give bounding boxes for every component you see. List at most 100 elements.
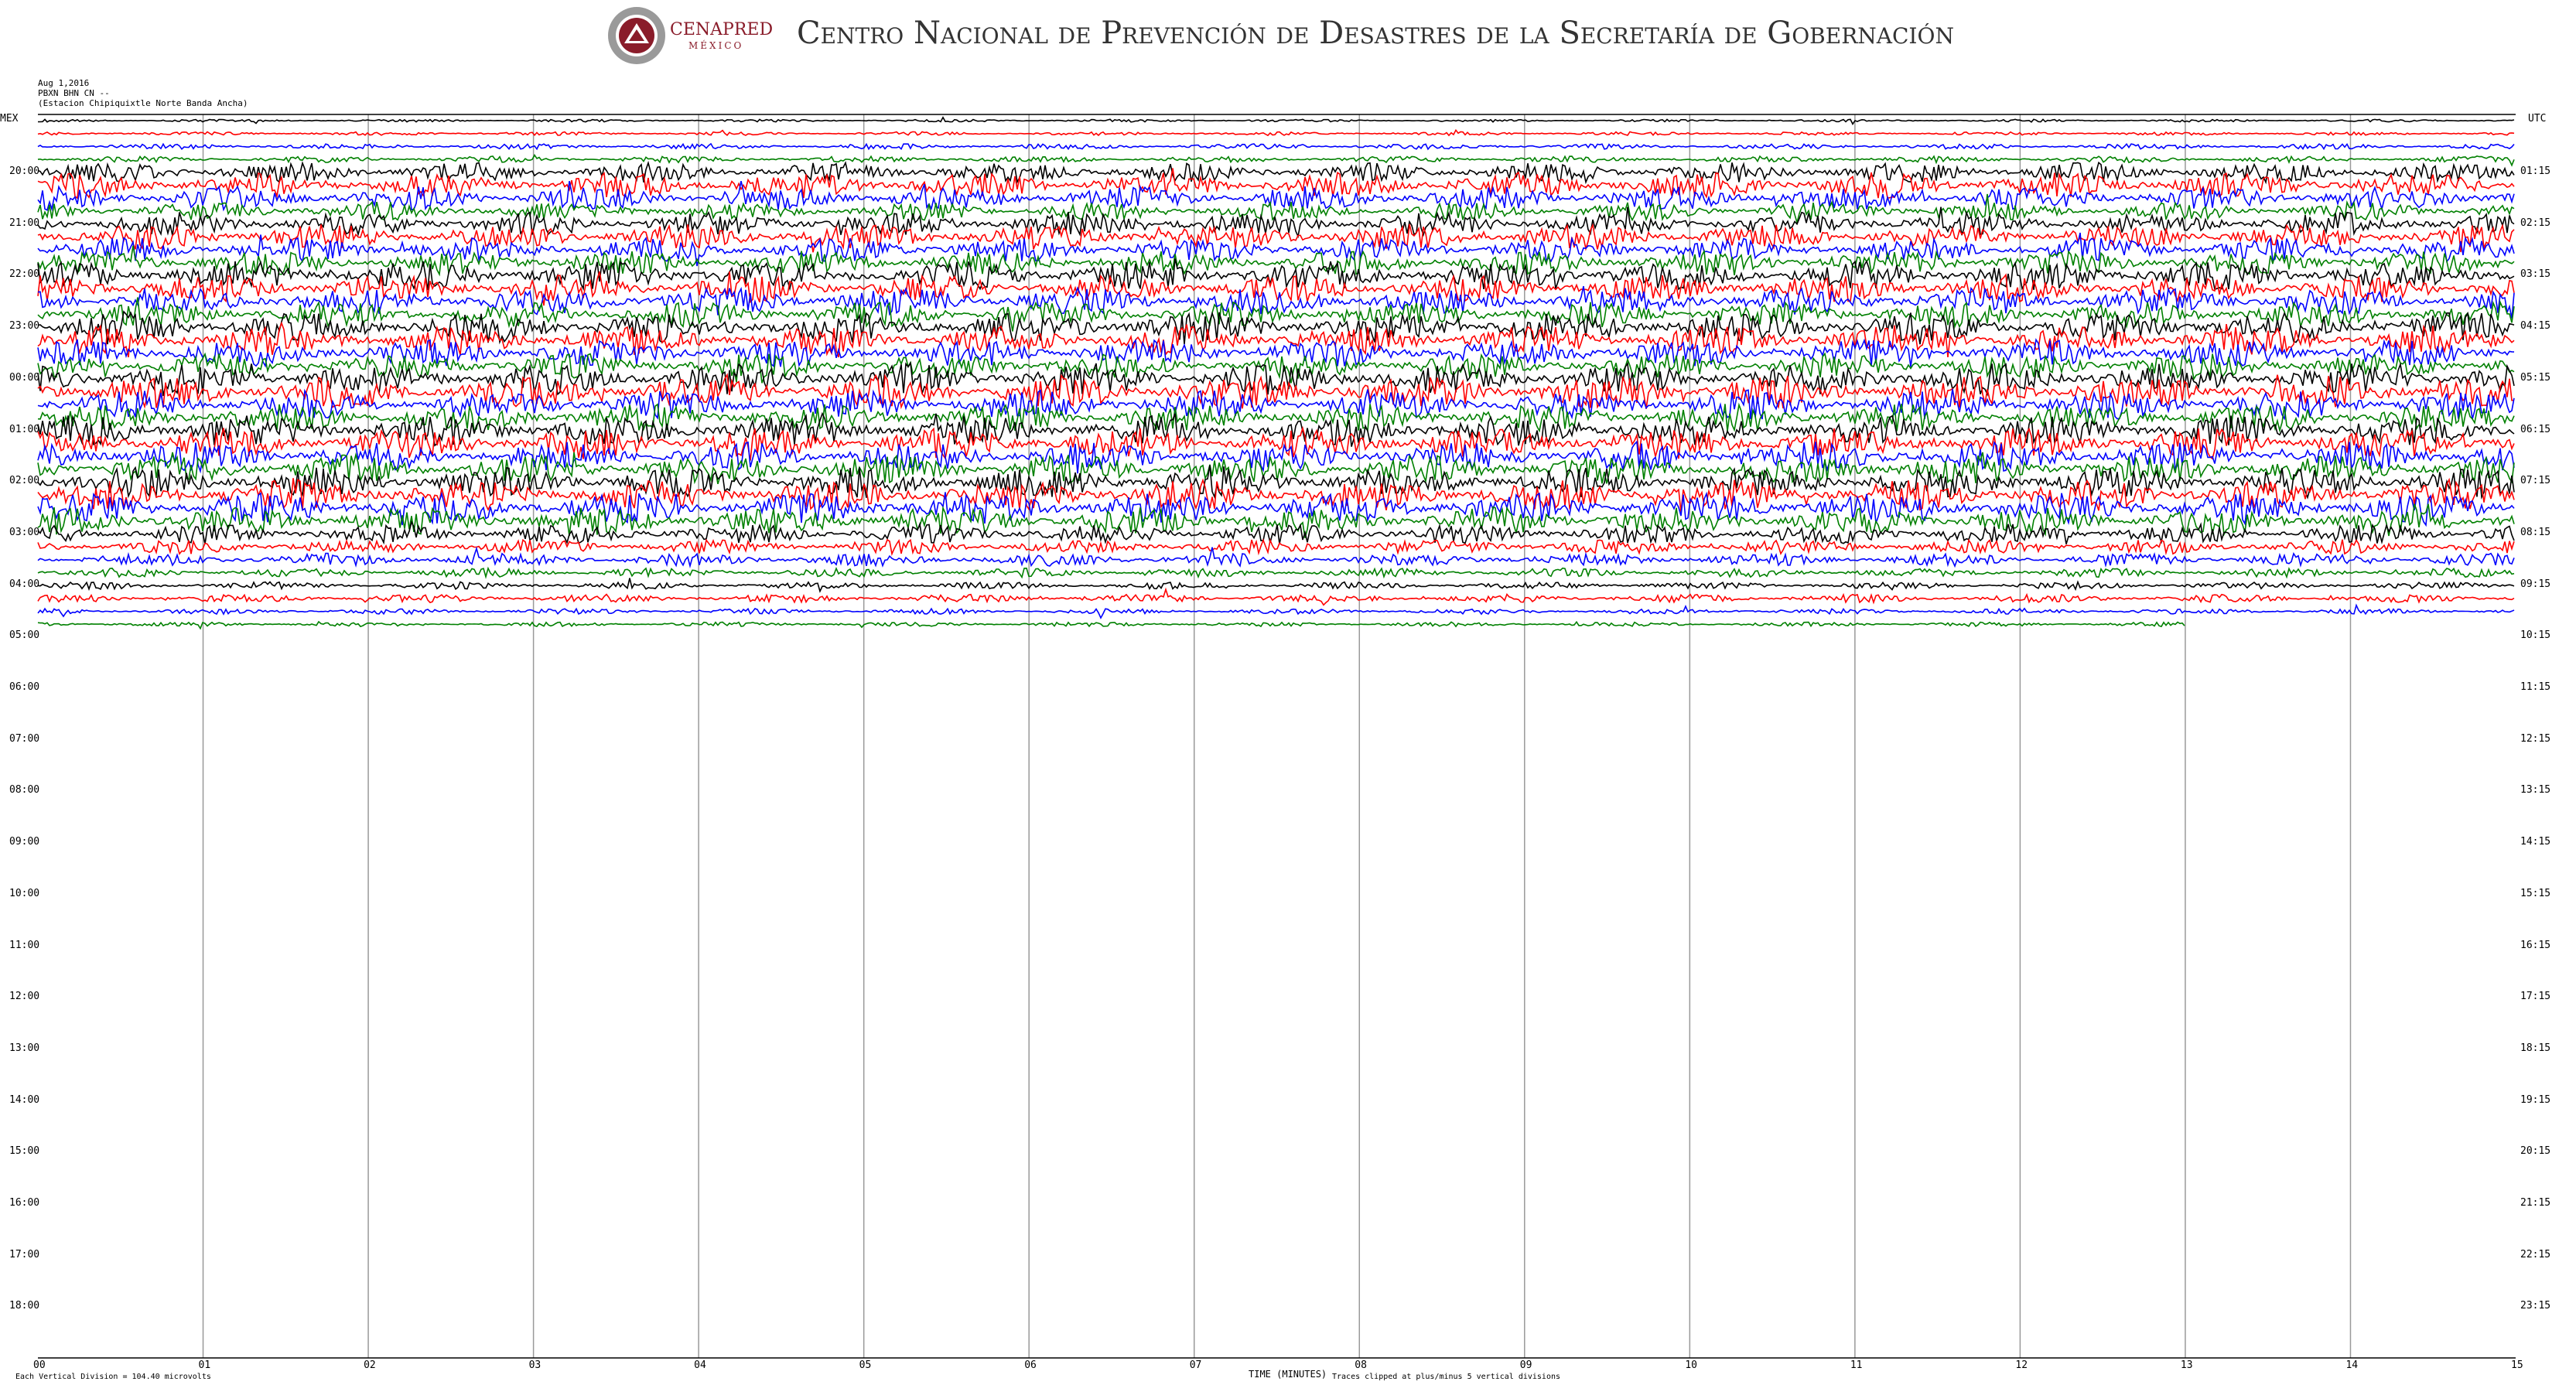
seismic-trace — [37, 321, 2515, 358]
left-hour-label: 01:00 — [9, 423, 40, 435]
right-hour-label: 13:15 — [2520, 784, 2551, 797]
scale-note: Each Vertical Division = 104.40 microvol… — [15, 1373, 211, 1381]
seismic-trace — [37, 352, 2515, 384]
seismic-trace — [37, 578, 2515, 593]
plot-date: Aug 1,2016 — [38, 78, 90, 88]
seismic-trace — [37, 361, 2515, 397]
left-hour-label: 05:00 — [9, 629, 40, 642]
right-hour-label: 17:15 — [2520, 991, 2551, 1003]
left-hour-label: 09:00 — [9, 836, 40, 848]
minute-grid — [202, 114, 2352, 1358]
seismic-trace — [37, 537, 2515, 557]
x-axis-label: TIME (MINUTES) — [1249, 1369, 1327, 1380]
left-hour-label: 10:00 — [9, 887, 40, 899]
seismic-trace — [37, 181, 2515, 212]
left-hour-label: 11:00 — [9, 939, 40, 951]
plot-frame — [38, 114, 2516, 1359]
left-hour-label: 15:00 — [9, 1145, 40, 1158]
x-axis-tick-label: 13 — [2180, 1359, 2193, 1371]
left-hour-label: 17:00 — [9, 1248, 40, 1260]
x-axis-tick-label: 08 — [1355, 1359, 1367, 1371]
left-hour-label: 23:00 — [9, 320, 40, 333]
right-hour-label: 19:15 — [2520, 1093, 2551, 1106]
left-hour-label: 04:00 — [9, 578, 40, 590]
seismic-trace — [37, 620, 2185, 630]
right-hour-label: 22:15 — [2520, 1248, 2551, 1260]
logo-subtitle: MÉXICO — [688, 40, 744, 51]
x-axis-tick-label: 03 — [528, 1359, 542, 1371]
x-axis-tick-label: 02 — [364, 1359, 376, 1371]
x-axis-tick-label: 04 — [694, 1359, 706, 1371]
right-hour-label: 15:15 — [2520, 887, 2551, 899]
seismic-trace — [37, 310, 2515, 345]
right-hour-label: 05:15 — [2520, 371, 2551, 384]
left-hour-label: 21:00 — [9, 217, 40, 229]
clip-note: Traces clipped at plus/minus 5 vertical … — [1332, 1373, 1561, 1381]
seismic-trace — [37, 271, 2515, 306]
timezone-right-label: UTC — [2528, 113, 2547, 125]
seismic-trace — [37, 297, 2515, 332]
seismic-trace — [37, 168, 2515, 200]
right-hour-label: 11:15 — [2520, 681, 2551, 693]
right-hour-label: 07:15 — [2520, 475, 2551, 487]
right-hour-label: 08:15 — [2520, 526, 2551, 538]
right-hour-label: 06:15 — [2520, 423, 2551, 435]
x-axis-tick-label: 07 — [1189, 1359, 1202, 1371]
seismic-trace — [37, 546, 2515, 568]
right-hour-label: 18:15 — [2520, 1042, 2551, 1054]
left-hour-label: 13:00 — [9, 1042, 40, 1054]
right-hour-label: 12:15 — [2520, 732, 2551, 745]
seismic-trace — [37, 142, 2515, 151]
seismic-trace — [37, 258, 2515, 292]
seismic-trace — [37, 154, 2515, 167]
x-axis-tick-label: 12 — [2015, 1359, 2028, 1371]
x-axis-tick-label: 14 — [2345, 1359, 2359, 1371]
left-hour-label: 03:00 — [9, 526, 40, 538]
station-code: PBXN BHN CN -- — [38, 88, 110, 98]
seismic-traces — [37, 116, 2515, 630]
left-hour-label: 14:00 — [9, 1093, 40, 1106]
seismic-trace — [37, 477, 2515, 513]
seismic-trace — [37, 603, 2515, 619]
right-hour-label: 20:15 — [2520, 1145, 2551, 1158]
right-hour-label: 01:15 — [2520, 165, 2551, 177]
x-axis-tick-label: 00 — [33, 1359, 46, 1371]
seismic-trace — [37, 206, 2515, 239]
seismic-trace — [37, 373, 2515, 410]
x-axis-tick-label: 11 — [1850, 1359, 1863, 1371]
right-hour-label: 23:15 — [2520, 1300, 2551, 1312]
seismic-trace — [37, 491, 2515, 527]
seismic-trace — [37, 587, 2515, 606]
left-hour-label: 16:00 — [9, 1197, 40, 1209]
seismic-trace — [37, 232, 2515, 267]
x-axis-tick-label: 05 — [859, 1359, 872, 1371]
left-hour-label: 06:00 — [9, 681, 40, 693]
x-axis-tick-label: 01 — [198, 1359, 211, 1371]
seismic-trace — [37, 338, 2515, 368]
left-hour-label: 12:00 — [9, 991, 40, 1003]
right-hour-label: 09:15 — [2520, 578, 2551, 590]
cenapred-logo-icon — [608, 7, 665, 64]
x-axis-tick-label: 09 — [1519, 1359, 1532, 1371]
right-hour-label: 04:15 — [2520, 320, 2551, 333]
seismic-trace — [37, 411, 2515, 447]
left-hour-label: 18:00 — [9, 1300, 40, 1312]
left-hour-label: 20:00 — [9, 165, 40, 177]
seismic-trace — [37, 503, 2515, 538]
right-hour-label: 02:15 — [2520, 217, 2551, 229]
left-hour-label: 00:00 — [9, 371, 40, 384]
left-hour-label: 07:00 — [9, 732, 40, 745]
seismic-trace — [37, 193, 2515, 225]
seismic-trace — [37, 128, 2515, 137]
seismic-trace — [38, 116, 2515, 125]
logo-name: CENAPRED — [670, 20, 774, 39]
seismic-trace — [37, 402, 2515, 433]
right-hour-label: 16:15 — [2520, 939, 2551, 951]
right-hour-label: 10:15 — [2520, 629, 2551, 642]
page-title: Centro Nacional de Prevención de Desastr… — [797, 15, 1954, 51]
seismic-trace — [37, 160, 2515, 185]
right-hour-label: 03:15 — [2520, 268, 2551, 281]
x-axis-tick-label: 06 — [1024, 1359, 1037, 1371]
page-header: CENAPRED MÉXICO Centro Nacional de Preve… — [0, 0, 2576, 70]
